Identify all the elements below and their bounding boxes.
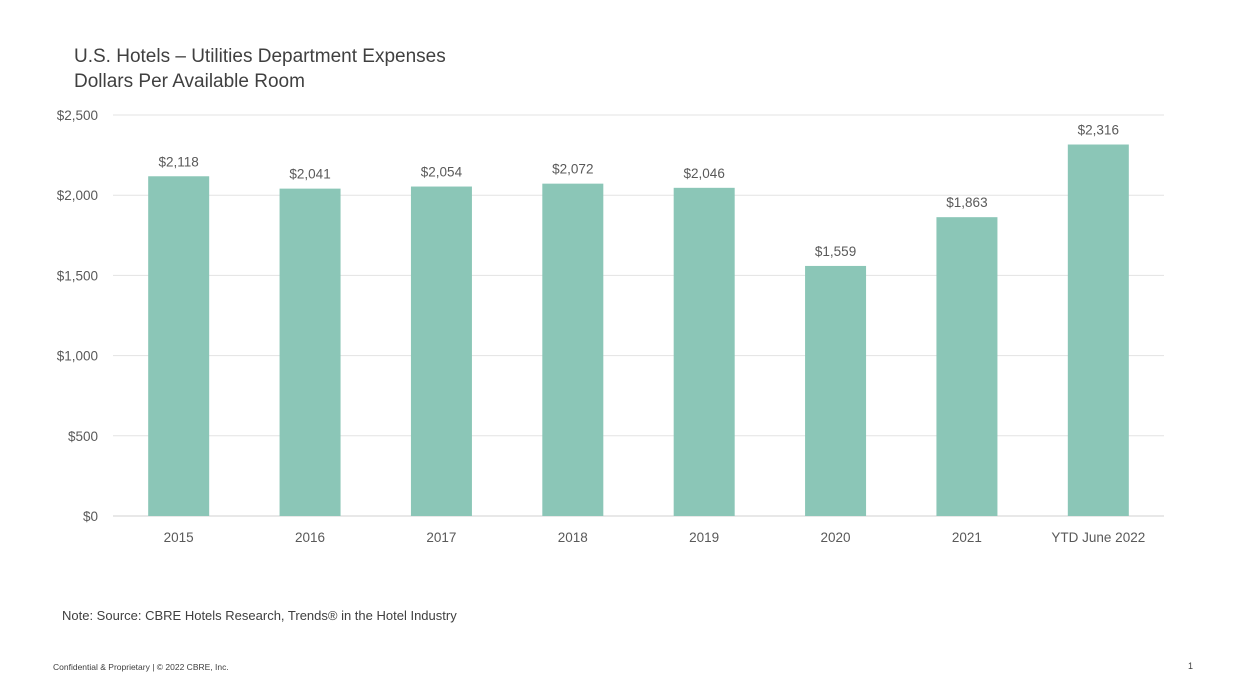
chart-title: U.S. Hotels – Utilities Department Expen… bbox=[74, 46, 446, 67]
page-number: 1 bbox=[1187, 661, 1193, 671]
x-tick-label: 2021 bbox=[952, 530, 982, 545]
x-tick-label: 2015 bbox=[164, 530, 194, 545]
chart-subtitle: Dollars Per Available Room bbox=[74, 71, 305, 92]
x-tick-label: 2018 bbox=[558, 530, 588, 545]
bar bbox=[1067, 144, 1129, 516]
bar bbox=[279, 188, 341, 516]
x-tick-label: 2017 bbox=[426, 530, 456, 545]
data-label: $1,863 bbox=[946, 195, 987, 210]
y-tick-label: $1,500 bbox=[57, 268, 98, 283]
data-label: $2,054 bbox=[421, 165, 463, 180]
data-label: $2,316 bbox=[1078, 123, 1119, 138]
data-label: $2,046 bbox=[684, 166, 725, 181]
data-label: $2,072 bbox=[552, 162, 593, 177]
source-note: Note: Source: CBRE Hotels Research, Tren… bbox=[62, 608, 457, 623]
bar bbox=[673, 187, 735, 516]
bar bbox=[410, 186, 472, 517]
data-label: $2,041 bbox=[289, 167, 330, 182]
bar bbox=[148, 176, 210, 516]
x-tick-label: YTD June 2022 bbox=[1051, 530, 1145, 545]
y-tick-label: $2,000 bbox=[57, 188, 98, 203]
x-tick-label: 2020 bbox=[821, 530, 851, 545]
data-label: $1,559 bbox=[815, 244, 856, 259]
footer-copyright: Confidential & Proprietary | © 2022 CBRE… bbox=[53, 662, 229, 672]
y-tick-label: $0 bbox=[83, 509, 98, 524]
y-tick-label: $2,500 bbox=[57, 108, 98, 123]
data-label: $2,118 bbox=[159, 154, 199, 169]
chart-title-block: U.S. Hotels – Utilities Department Expen… bbox=[74, 44, 446, 94]
y-tick-label: $500 bbox=[68, 429, 98, 444]
bar-chart: $0 $500 $1,000 $1,500 $2,000 $2,500 $2,118 2015… bbox=[57, 108, 1164, 545]
bar bbox=[805, 265, 867, 516]
bar bbox=[542, 183, 604, 517]
x-tick-label: 2016 bbox=[295, 530, 325, 545]
bar bbox=[936, 217, 998, 516]
x-tick-label: 2019 bbox=[689, 530, 719, 545]
y-tick-label: $1,000 bbox=[57, 349, 98, 364]
